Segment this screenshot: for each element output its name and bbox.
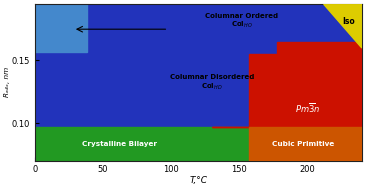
Text: Columnar Ordered
Col$_{HO}$: Columnar Ordered Col$_{HO}$ — [205, 13, 279, 30]
X-axis label: T,°C: T,°C — [189, 176, 207, 185]
Text: Cubic Primitive: Cubic Primitive — [272, 141, 335, 147]
Text: Columnar Disordered
Col$_{HD}$: Columnar Disordered Col$_{HD}$ — [170, 74, 254, 92]
Y-axis label: Rₐ₄ₓ, nm: Rₐ₄ₓ, nm — [4, 67, 10, 98]
Polygon shape — [35, 127, 249, 161]
Polygon shape — [35, 4, 87, 52]
Polygon shape — [212, 42, 362, 127]
Text: Iso: Iso — [342, 17, 355, 26]
Polygon shape — [324, 4, 362, 48]
Polygon shape — [249, 127, 362, 161]
Text: Pm$\overline{3}$n: Pm$\overline{3}$n — [295, 101, 320, 115]
Text: Crystalline Bilayer: Crystalline Bilayer — [82, 141, 157, 147]
